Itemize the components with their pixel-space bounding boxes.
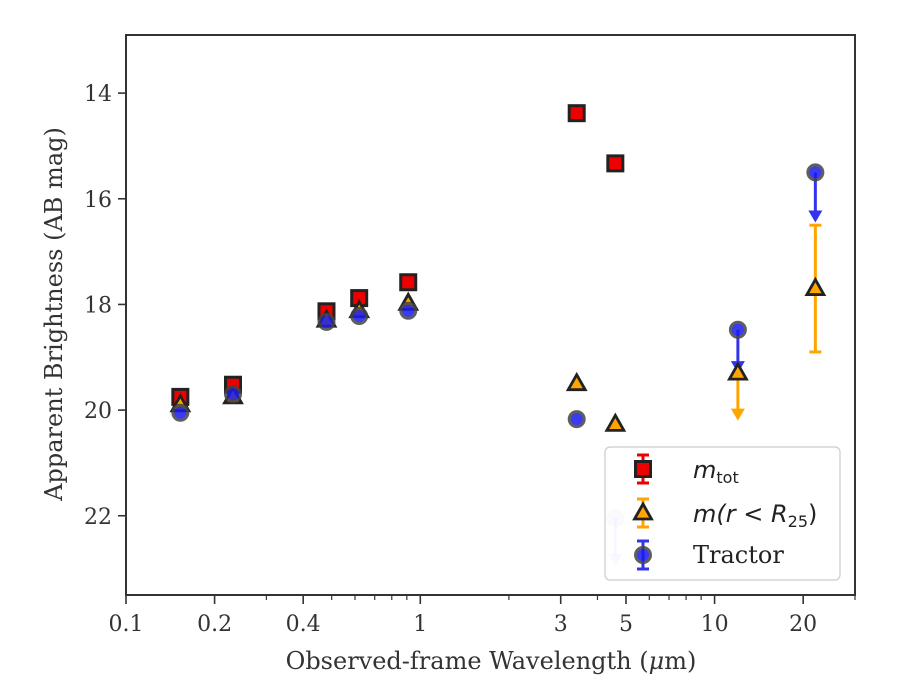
mtot-point — [399, 273, 418, 292]
legend: mtot m(r < R25) Tractor — [604, 446, 841, 581]
x-tick-label: 0.2 — [197, 612, 232, 637]
y-axis-ticks: 14 16 18 20 22 — [84, 82, 126, 530]
x-axis-label: Observed-frame Wavelength (μm) — [286, 647, 697, 675]
y-tick-label: 22 — [84, 505, 112, 530]
tractor-point — [399, 301, 418, 320]
y-tick-label: 18 — [84, 293, 112, 318]
legend-mtot-label: mtot — [693, 456, 739, 487]
plot-frame — [125, 34, 856, 596]
x-tick-label: 3 — [554, 612, 568, 637]
x-tick-label: 0.4 — [286, 612, 321, 637]
tractor-point — [171, 403, 190, 422]
mtot-point — [567, 104, 586, 123]
y-axis-label: Apparent Brightness (AB mag) — [40, 127, 68, 502]
tractor-point — [224, 385, 243, 404]
x-tick-label: 5 — [619, 612, 633, 637]
tractor-point — [806, 163, 825, 182]
x-tick-label: 1 — [413, 612, 427, 637]
tractor-point — [567, 410, 586, 429]
y-tick-label: 16 — [84, 188, 112, 213]
x-tick-label: 0.1 — [109, 612, 144, 637]
x-tick-label: 20 — [789, 612, 817, 637]
legend-mtot-marker — [634, 460, 652, 478]
x-axis-label-mu: μ — [649, 647, 665, 675]
x-axis-label-prefix: Observed-frame Wavelength ( — [286, 647, 649, 675]
legend-r25-marker — [632, 501, 654, 521]
legend-r25-label: m(r < R25) — [693, 500, 817, 531]
plot-area — [125, 34, 856, 596]
x-tick-label: 10 — [701, 612, 729, 637]
tractor-point — [728, 320, 747, 339]
tractor-point — [350, 307, 369, 326]
r25-point — [804, 276, 827, 296]
r25-point — [604, 412, 627, 432]
y-tick-label: 20 — [84, 399, 112, 424]
legend-frame — [604, 446, 841, 581]
r25-upper-limit-arrow-head — [730, 408, 745, 421]
tractor-upper-limit-arrow-head — [808, 210, 823, 223]
x-axis-ticks: 0.1 0.2 0.4 1 3 5 10 20 — [109, 595, 856, 637]
legend-tractor-label: Tractor — [693, 541, 784, 569]
r25-point — [565, 371, 588, 392]
mtot-point — [606, 154, 625, 173]
tractor-point — [317, 312, 336, 331]
y-tick-label: 14 — [84, 82, 112, 107]
r25-point — [726, 361, 749, 381]
x-axis-label-suffix: m) — [664, 647, 696, 675]
legend-tractor-marker — [634, 546, 652, 564]
